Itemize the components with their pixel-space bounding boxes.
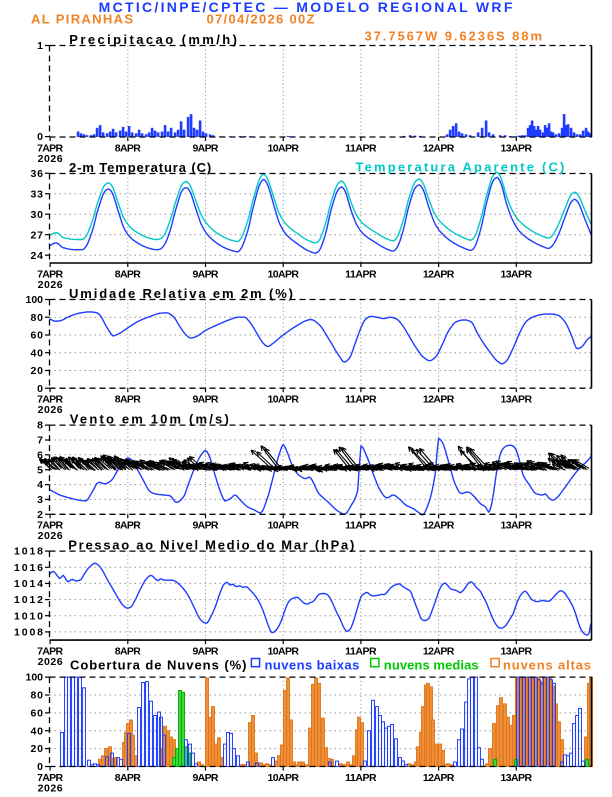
svg-text:2026: 2026 xyxy=(38,530,63,542)
svg-text:13APR: 13APR xyxy=(501,772,533,784)
svg-text:10APR: 10APR xyxy=(267,646,299,658)
svg-text:10APR: 10APR xyxy=(267,142,299,154)
svg-text:1010: 1010 xyxy=(14,610,43,622)
svg-text:1: 1 xyxy=(37,40,43,52)
svg-text:10APR: 10APR xyxy=(267,268,299,280)
svg-text:100: 100 xyxy=(26,672,44,684)
svg-text:12APR: 12APR xyxy=(423,772,455,784)
svg-text:60: 60 xyxy=(31,708,44,720)
svg-text:11APR: 11APR xyxy=(345,394,377,406)
svg-text:8APR: 8APR xyxy=(115,142,141,154)
svg-text:11APR: 11APR xyxy=(345,268,377,280)
svg-text:9APR: 9APR xyxy=(193,142,219,154)
svg-text:40: 40 xyxy=(31,347,44,359)
svg-text:11APR: 11APR xyxy=(345,772,377,784)
svg-text:9APR: 9APR xyxy=(193,394,219,406)
svg-text:2026: 2026 xyxy=(38,279,63,291)
svg-text:12APR: 12APR xyxy=(423,646,455,658)
svg-text:nuvens medias: nuvens medias xyxy=(384,658,479,673)
svg-text:40: 40 xyxy=(31,725,44,737)
svg-text:8APR: 8APR xyxy=(115,772,141,784)
svg-text:nuvens altas: nuvens altas xyxy=(503,658,591,673)
svg-text:2026: 2026 xyxy=(38,153,63,165)
svg-text:27: 27 xyxy=(31,229,44,241)
svg-text:Precipitacao (mm/h): Precipitacao (mm/h) xyxy=(69,32,237,47)
svg-text:20: 20 xyxy=(31,365,44,377)
svg-text:9APR: 9APR xyxy=(193,646,219,658)
svg-text:2026: 2026 xyxy=(38,656,63,668)
svg-text:nuvens baixas: nuvens baixas xyxy=(265,658,360,673)
svg-text:13APR: 13APR xyxy=(501,142,533,154)
svg-text:80: 80 xyxy=(31,690,44,702)
svg-text:13APR: 13APR xyxy=(501,520,533,532)
svg-text:8APR: 8APR xyxy=(115,268,141,280)
svg-text:8APR: 8APR xyxy=(115,394,141,406)
svg-text:11APR: 11APR xyxy=(345,142,377,154)
svg-text:13APR: 13APR xyxy=(501,646,533,658)
svg-text:2026: 2026 xyxy=(38,404,63,416)
svg-text:10APR: 10APR xyxy=(267,772,299,784)
svg-text:13APR: 13APR xyxy=(501,268,533,280)
svg-text:AL PIRANHAS: AL PIRANHAS xyxy=(31,12,133,27)
svg-text:Cobertura de Nuvens (%): Cobertura de Nuvens (%) xyxy=(70,658,247,673)
svg-text:24: 24 xyxy=(31,250,44,262)
svg-text:9APR: 9APR xyxy=(193,268,219,280)
svg-text:1012: 1012 xyxy=(14,594,43,606)
svg-text:12APR: 12APR xyxy=(423,394,455,406)
svg-text:1008: 1008 xyxy=(14,627,43,639)
svg-text:60: 60 xyxy=(31,330,44,342)
svg-text:2-m Temperatura (C): 2-m Temperatura (C) xyxy=(69,160,211,175)
svg-text:12APR: 12APR xyxy=(423,268,455,280)
svg-text:9APR: 9APR xyxy=(193,772,219,784)
svg-text:Umidade Relativa em 2m (%): Umidade Relativa em 2m (%) xyxy=(69,286,293,301)
svg-text:2026: 2026 xyxy=(38,782,63,792)
svg-text:1014: 1014 xyxy=(14,578,43,590)
svg-text:30: 30 xyxy=(31,209,44,221)
svg-text:80: 80 xyxy=(31,312,44,324)
svg-text:11APR: 11APR xyxy=(345,520,377,532)
svg-text:7: 7 xyxy=(37,435,43,447)
svg-text:13APR: 13APR xyxy=(501,394,533,406)
svg-text:1016: 1016 xyxy=(14,562,43,574)
svg-text:33: 33 xyxy=(31,188,44,200)
svg-text:1018: 1018 xyxy=(14,546,43,558)
svg-text:9APR: 9APR xyxy=(193,520,219,532)
svg-text:36: 36 xyxy=(31,168,44,180)
svg-text:5: 5 xyxy=(37,464,43,476)
svg-text:Temperatura Aparente (C): Temperatura Aparente (C) xyxy=(356,159,565,174)
svg-text:8APR: 8APR xyxy=(115,520,141,532)
svg-text:20: 20 xyxy=(31,743,44,755)
svg-text:6: 6 xyxy=(37,449,43,461)
svg-text:8: 8 xyxy=(37,420,43,432)
svg-text:10APR: 10APR xyxy=(267,520,299,532)
svg-text:3: 3 xyxy=(37,494,43,506)
svg-text:12APR: 12APR xyxy=(423,520,455,532)
svg-text:8APR: 8APR xyxy=(115,646,141,658)
svg-text:12APR: 12APR xyxy=(423,142,455,154)
svg-text:100: 100 xyxy=(26,294,44,306)
svg-text:4: 4 xyxy=(37,479,43,491)
svg-text:0: 0 xyxy=(37,131,43,143)
svg-text:07/04/2026 00Z: 07/04/2026 00Z xyxy=(207,12,315,27)
svg-text:37.7567W 9.6236S 88m: 37.7567W 9.6236S 88m xyxy=(365,29,543,44)
svg-text:10APR: 10APR xyxy=(267,394,299,406)
svg-text:11APR: 11APR xyxy=(345,646,377,658)
